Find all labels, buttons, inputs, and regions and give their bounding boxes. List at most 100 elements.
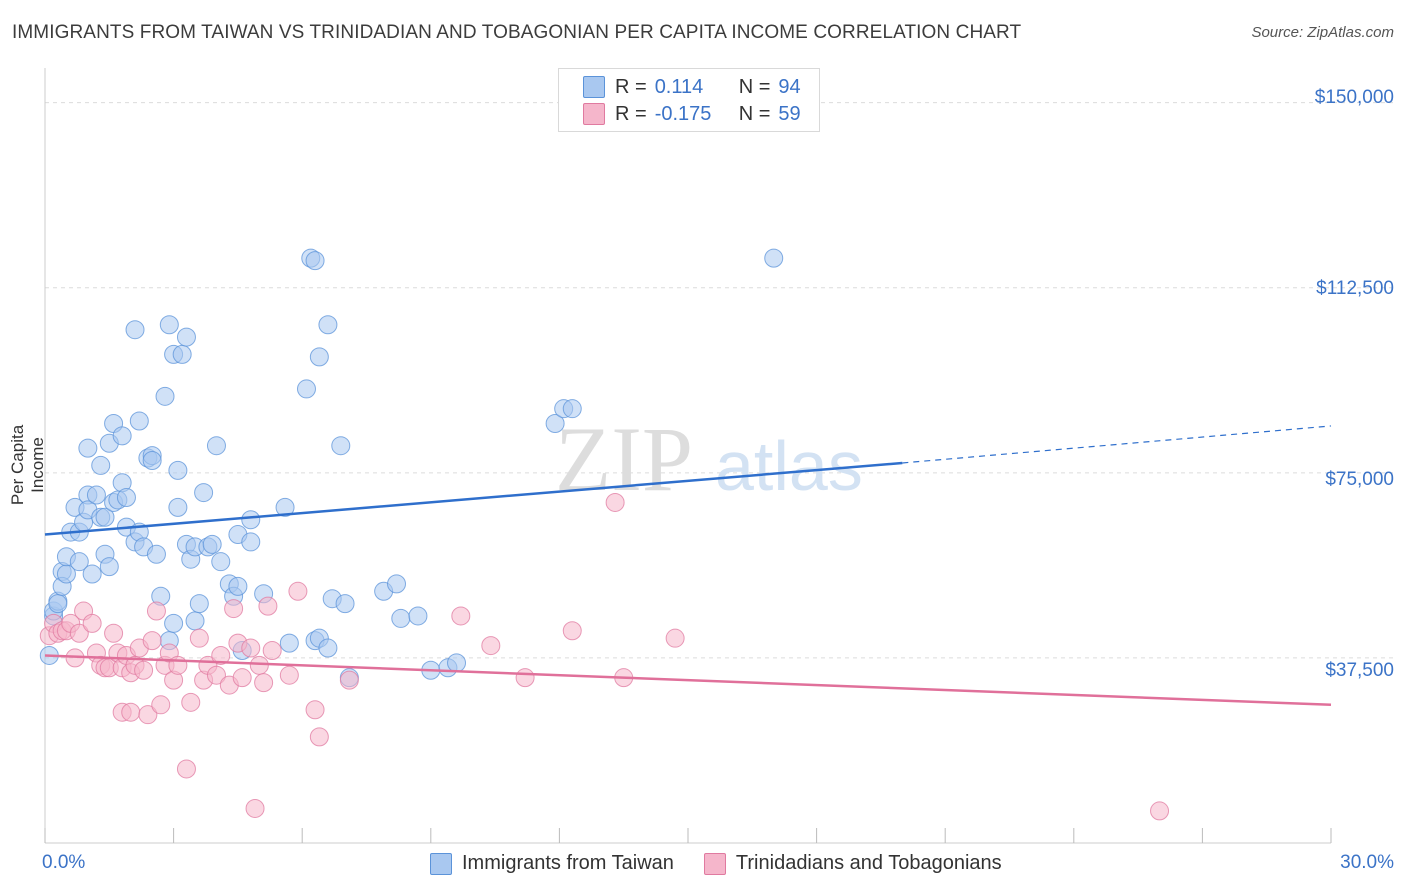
data-point	[138, 705, 158, 725]
data-point	[309, 347, 329, 367]
legend-swatch-taiwan	[583, 76, 605, 98]
data-point	[305, 700, 325, 720]
n-label: N =	[738, 102, 771, 125]
data-point	[545, 413, 565, 433]
data-point	[125, 320, 145, 340]
data-point	[245, 798, 265, 818]
data-point	[387, 574, 407, 594]
data-point	[254, 673, 274, 693]
data-point	[91, 455, 111, 475]
source-label: Source: ZipAtlas.com	[1251, 24, 1394, 41]
y-tick-112500: $112,500	[1316, 278, 1394, 299]
r-label: R =	[615, 75, 647, 98]
x-tick-min: 0.0%	[42, 852, 86, 873]
data-point	[168, 497, 188, 517]
data-point	[172, 344, 192, 364]
trend-lines	[44, 425, 1332, 707]
data-point	[181, 692, 201, 712]
data-point	[48, 594, 68, 614]
data-point	[665, 628, 685, 648]
watermark-zip: ZIP	[555, 408, 693, 510]
data-point	[288, 581, 308, 601]
data-point	[451, 606, 471, 626]
data-point	[116, 488, 136, 508]
data-point	[99, 557, 119, 577]
data-point	[232, 668, 252, 688]
data-point	[515, 668, 535, 688]
data-point	[605, 492, 625, 512]
data-point	[258, 596, 278, 616]
data-point	[241, 532, 261, 552]
data-point	[95, 507, 115, 527]
r-label: R =	[615, 102, 647, 125]
data-point	[206, 665, 226, 685]
data-point	[318, 315, 338, 335]
data-point	[194, 483, 214, 503]
data-point	[78, 438, 98, 458]
series-legend: Immigrants from Taiwan Trinidadians and …	[430, 852, 1032, 875]
data-point	[228, 576, 248, 596]
trend-line-taiwan-projection	[902, 425, 1332, 464]
data-point	[185, 611, 205, 631]
data-point	[339, 670, 359, 690]
y-tick-75000: $75,000	[1325, 469, 1394, 490]
data-point	[206, 436, 226, 456]
y-tick-150000: $150,000	[1314, 87, 1394, 108]
legend-row-taiwan: R = 0.114 N = 94	[583, 75, 801, 99]
data-point	[279, 633, 299, 653]
data-point	[151, 695, 171, 715]
data-point	[142, 451, 162, 470]
data-point	[134, 660, 154, 680]
data-point	[104, 623, 124, 643]
data-point	[164, 613, 184, 633]
y-tick-37500: $37,500	[1325, 660, 1394, 681]
legend-swatch-trinidadian	[583, 103, 605, 125]
data-point	[189, 594, 209, 614]
data-point	[309, 727, 329, 747]
data-point	[129, 411, 149, 431]
data-point	[296, 379, 316, 399]
legend-label-taiwan: Immigrants from Taiwan	[462, 852, 674, 874]
data-point	[1150, 801, 1170, 821]
series-taiwan	[39, 248, 784, 688]
trend-line-trinidadian	[44, 654, 1332, 707]
legend-swatch-taiwan	[430, 852, 452, 875]
data-point	[121, 702, 141, 722]
legend-item-taiwan: Immigrants from Taiwan	[430, 852, 674, 875]
data-point	[224, 599, 244, 619]
r-value-taiwan: 0.114	[654, 75, 704, 98]
n-value-taiwan: 94	[778, 75, 801, 98]
data-point	[69, 552, 89, 572]
data-point	[391, 608, 411, 628]
data-point	[82, 564, 102, 584]
legend-row-trinidadian: R = -0.175 N = 59	[583, 102, 801, 126]
data-point	[155, 386, 175, 406]
data-point	[241, 510, 261, 530]
chart-title: IMMIGRANTS FROM TAIWAN VS TRINIDADIAN AN…	[12, 22, 1022, 43]
n-label: N =	[738, 75, 771, 98]
legend-label-trinidadian: Trinidadians and Tobagonians	[735, 852, 1002, 874]
watermark-atlas: atlas	[715, 427, 863, 505]
data-point	[176, 759, 196, 779]
data-point	[211, 552, 231, 572]
trend-line-taiwan	[44, 461, 903, 536]
legend-item-trinidadian: Trinidadians and Tobagonians	[703, 852, 1002, 875]
data-point	[69, 623, 89, 643]
data-point	[146, 544, 166, 564]
correlation-legend: R = 0.114 N = 94 R = -0.175 N = 59	[558, 68, 820, 132]
data-point	[275, 497, 295, 517]
data-point	[249, 655, 269, 675]
data-point	[408, 606, 428, 626]
n-value-trinidadian: 59	[778, 102, 801, 125]
r-value-trinidadian: -0.175	[654, 102, 712, 125]
data-point	[168, 460, 188, 480]
axes	[44, 68, 1332, 844]
data-point	[189, 628, 209, 648]
data-point	[562, 399, 582, 419]
series-trinidadian	[39, 492, 1170, 821]
data-point	[481, 636, 501, 656]
data-point	[241, 638, 261, 658]
data-point	[447, 653, 467, 673]
data-point	[176, 327, 196, 347]
